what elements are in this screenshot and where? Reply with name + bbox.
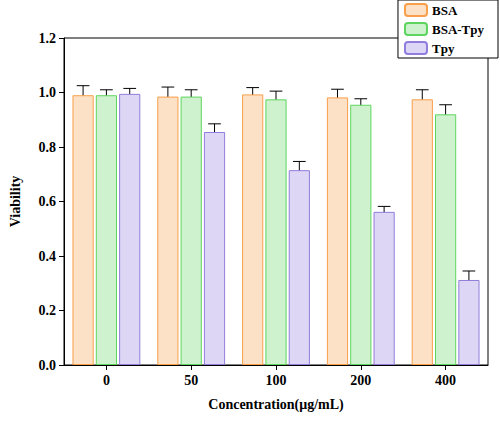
svg-text:1.0: 1.0 xyxy=(39,85,57,100)
svg-text:Tpy: Tpy xyxy=(432,41,455,56)
svg-text:1.2: 1.2 xyxy=(39,31,57,46)
svg-text:50: 50 xyxy=(184,373,198,388)
svg-text:100: 100 xyxy=(266,373,287,388)
svg-text:0.0: 0.0 xyxy=(39,358,57,373)
svg-text:BSA: BSA xyxy=(432,3,458,18)
svg-text:BSA-Tpy: BSA-Tpy xyxy=(432,22,485,37)
svg-text:0.6: 0.6 xyxy=(39,194,57,209)
svg-text:0.2: 0.2 xyxy=(39,303,57,318)
svg-text:Concentration(μg/mL): Concentration(μg/mL) xyxy=(208,397,344,413)
svg-text:Viability: Viability xyxy=(8,176,23,228)
svg-text:400: 400 xyxy=(435,373,456,388)
svg-text:0.8: 0.8 xyxy=(39,140,57,155)
svg-text:0.4: 0.4 xyxy=(39,249,57,264)
svg-text:0: 0 xyxy=(103,373,110,388)
svg-text:200: 200 xyxy=(350,373,371,388)
